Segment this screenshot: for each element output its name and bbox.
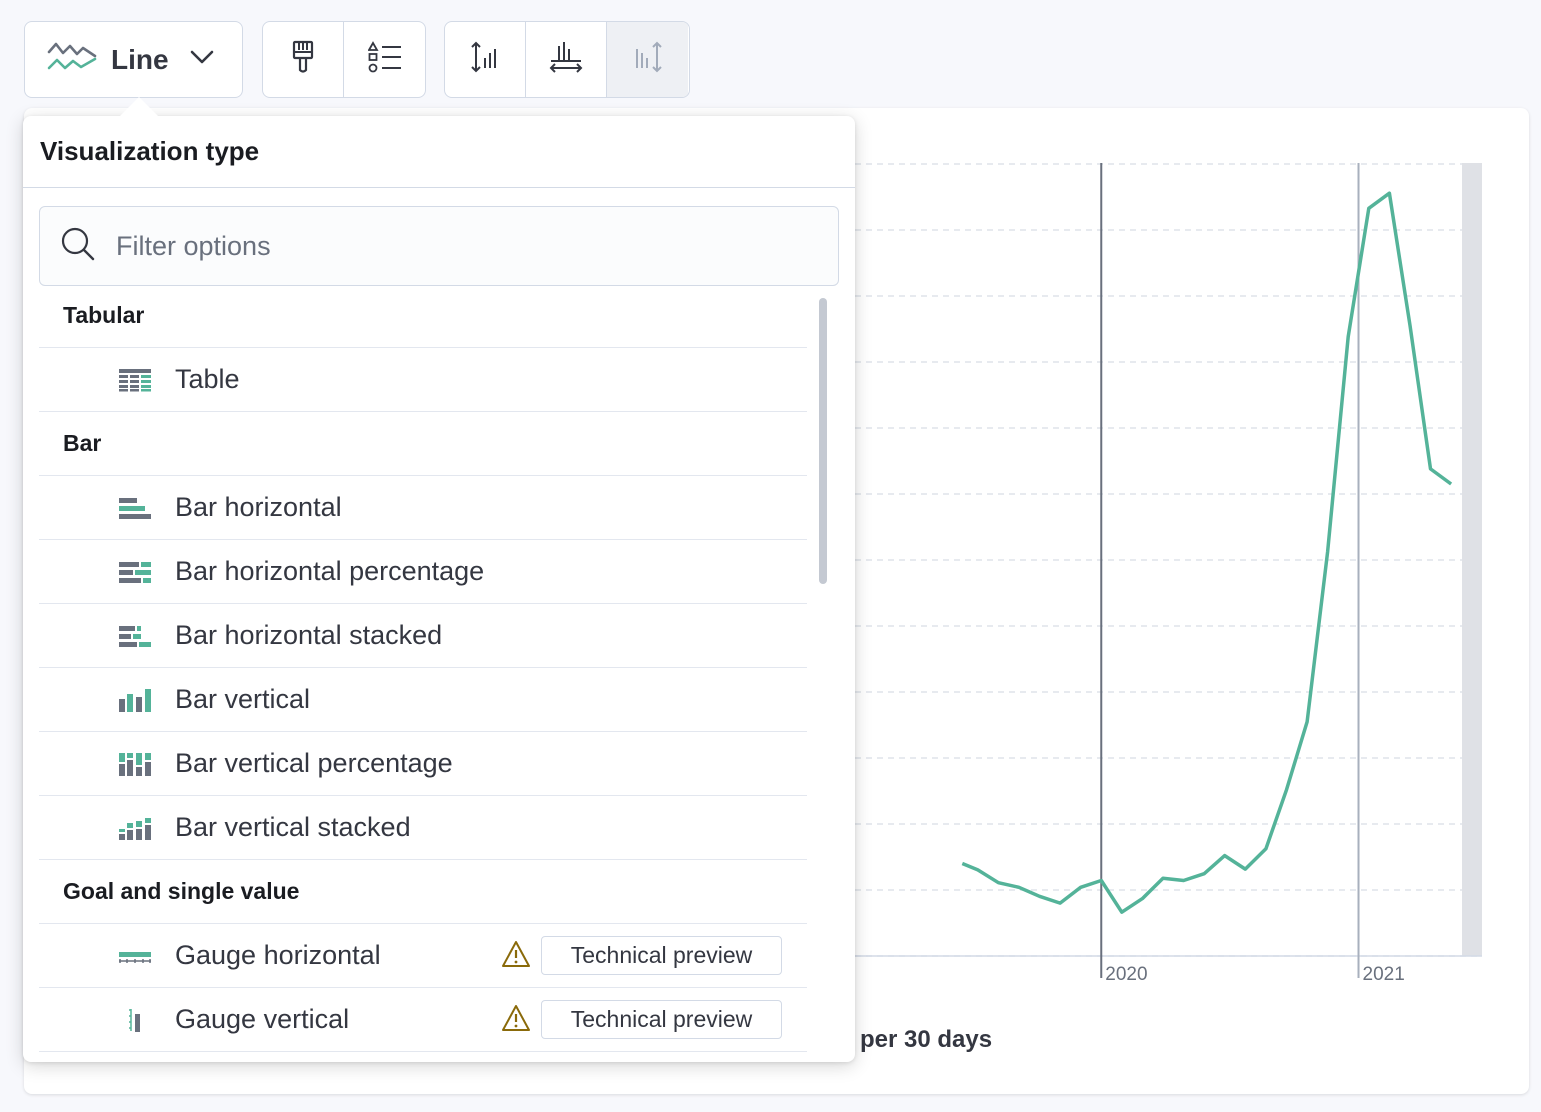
option-label: Bar horizontal [175, 492, 342, 522]
option-gauge-horizontal[interactable]: Gauge horizontal Technical preview [39, 924, 807, 988]
technical-preview-badge: Technical preview [541, 1000, 782, 1039]
line-chart[interactable]: 2020 2021 [24, 108, 1529, 1094]
brush-icon [291, 40, 315, 79]
visualization-type-label: Line [111, 43, 169, 75]
option-label: Gauge vertical [175, 1004, 350, 1034]
search-icon [60, 226, 96, 267]
x-tick-label: 2021 [1363, 964, 1405, 985]
appearance-button-group [262, 21, 426, 98]
right-axis-button[interactable] [607, 22, 688, 97]
visual-options-button[interactable] [263, 22, 344, 97]
right-axis-icon [631, 40, 665, 79]
bottom-axis-icon [548, 40, 584, 79]
left-axis-icon [468, 40, 502, 79]
series-line [961, 191, 1453, 914]
option-bar-horizontal-stacked[interactable]: Bar horizontal stacked [39, 604, 807, 668]
filter-options-search[interactable] [39, 206, 839, 286]
option-label: Bar vertical [175, 684, 311, 714]
left-axis-button[interactable] [445, 22, 526, 97]
workspace-toolbar: Line [0, 0, 1541, 100]
option-label: Bar horizontal percentage [175, 556, 485, 586]
option-gauge-vertical[interactable]: Gauge vertical Technical preview [39, 988, 807, 1052]
option-table[interactable]: Table [39, 348, 807, 412]
warning-icon [501, 940, 531, 973]
popover-arrow [120, 97, 158, 116]
option-bar-horizontal-percentage[interactable]: Bar horizontal percentage [39, 540, 807, 604]
bar-horizontal-stacked-icon [118, 623, 152, 649]
option-label: Table [175, 364, 240, 394]
visualization-options-list: Tabular Table Bar [39, 284, 807, 1052]
legend-button[interactable] [344, 22, 425, 97]
group-header-tabular: Tabular [39, 284, 807, 348]
visualization-type-popover: Visualization type Tabular Table [23, 116, 855, 1062]
axis-button-group [444, 21, 690, 98]
plot-edge-band [1462, 163, 1482, 956]
technical-preview-badge: Technical preview [541, 936, 782, 975]
option-label: Bar horizontal stacked [175, 620, 443, 650]
group-header-bar: Bar [39, 412, 807, 476]
option-label: Bar vertical stacked [175, 812, 411, 842]
bar-horizontal-icon [118, 495, 152, 521]
popover-title: Visualization type [23, 116, 855, 188]
table-icon [118, 367, 152, 393]
option-bar-horizontal[interactable]: Bar horizontal [39, 476, 807, 540]
bar-horizontal-percentage-icon [118, 559, 152, 585]
group-header-goal-and-single-value: Goal and single value [39, 860, 807, 924]
option-label: Gauge horizontal [175, 940, 381, 970]
filter-options-input[interactable] [114, 229, 798, 263]
option-bar-vertical-stacked[interactable]: Bar vertical stacked [39, 796, 807, 860]
chevron-down-icon [189, 49, 215, 70]
bar-vertical-percentage-icon [118, 751, 152, 777]
x-tick-label: 2020 [1105, 964, 1147, 985]
x-axis-title: per 30 days [860, 1026, 993, 1053]
list-scrollbar[interactable] [819, 298, 827, 584]
visualization-type-button[interactable]: Line [24, 21, 243, 98]
gauge-horizontal-icon [118, 943, 152, 969]
option-bar-vertical[interactable]: Bar vertical [39, 668, 807, 732]
legend-icon [366, 41, 402, 78]
option-bar-vertical-percentage[interactable]: Bar vertical percentage [39, 732, 807, 796]
gauge-vertical-icon [118, 1007, 152, 1033]
line-chart-icon [47, 40, 97, 79]
bottom-axis-button[interactable] [526, 22, 607, 97]
option-label: Bar vertical percentage [175, 748, 453, 778]
warning-icon [501, 1004, 531, 1037]
bar-vertical-icon [118, 687, 152, 713]
bar-vertical-stacked-icon [118, 815, 152, 841]
